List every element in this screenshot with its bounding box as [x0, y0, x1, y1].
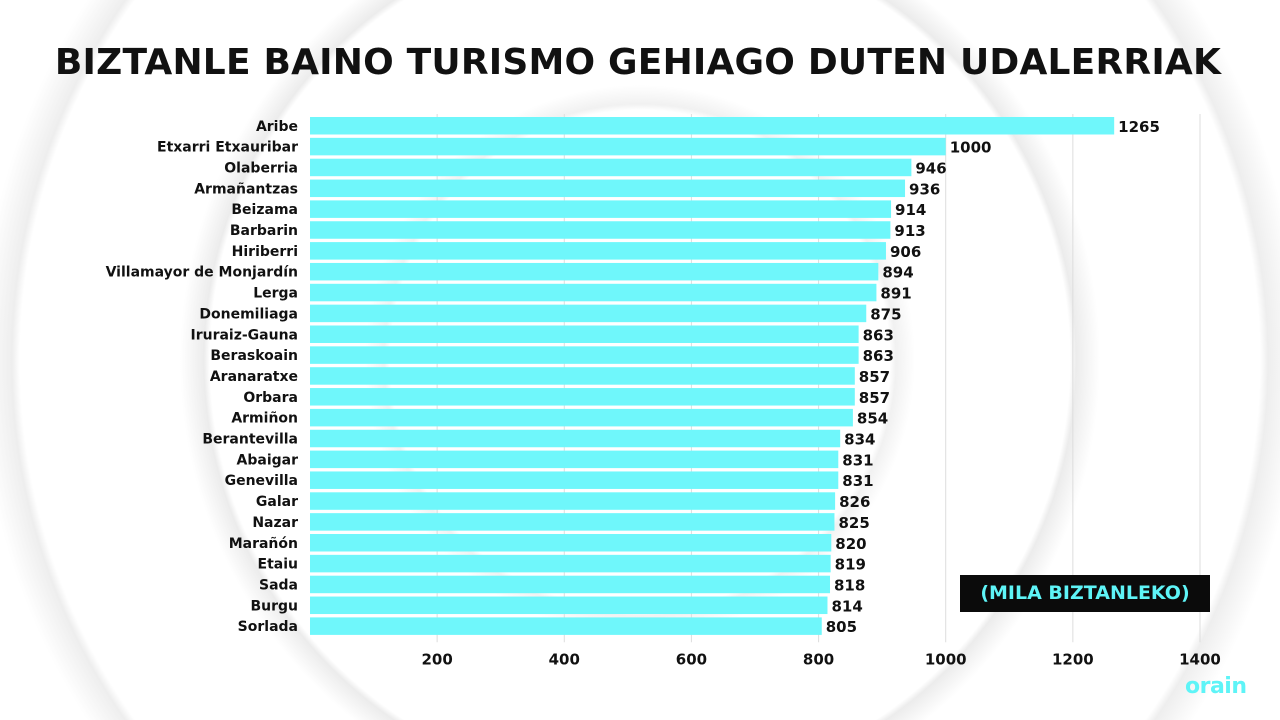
data-label: 820: [835, 535, 866, 553]
category-label: Berantevilla: [202, 432, 298, 448]
units-note: (MILA BIZTANLEKO): [960, 575, 1210, 612]
bar: [310, 200, 892, 218]
x-tick-label: 1200: [1052, 650, 1094, 668]
category-label: Hiriberri: [232, 244, 298, 260]
data-label: 857: [859, 368, 890, 386]
data-label: 857: [859, 389, 890, 407]
category-label: Lerga: [253, 286, 298, 302]
category-label: Sorlada: [238, 619, 298, 635]
category-label: Orbara: [243, 390, 298, 406]
bars: [310, 117, 1115, 635]
bar: [310, 408, 853, 427]
data-label: 805: [826, 618, 857, 636]
category-labels: Aribe Etxarri Etxauribar Olaberria Armañant…: [106, 119, 298, 635]
data-label: 826: [839, 493, 870, 511]
bar: [310, 429, 841, 448]
bar: [310, 534, 832, 552]
x-tick-label: 600: [676, 650, 707, 668]
category-label: Abaigar: [237, 452, 299, 468]
bar: [310, 492, 836, 510]
category-label: Sada: [259, 577, 298, 593]
bar: [310, 117, 1115, 135]
data-label: 863: [863, 326, 894, 344]
x-axis-ticks: 200 400 600 800 1000 1200 1400: [421, 650, 1220, 668]
data-label: 818: [834, 576, 865, 594]
category-label: Genevilla: [225, 473, 298, 489]
data-label: 894: [882, 264, 913, 282]
data-label: 831: [842, 451, 873, 469]
data-label: 1265: [1118, 118, 1160, 136]
category-label: Nazar: [252, 515, 298, 531]
bar: [310, 325, 859, 343]
bar: [310, 346, 859, 364]
bar: [310, 242, 886, 260]
data-label: 936: [909, 180, 940, 198]
bar: [310, 471, 839, 489]
category-label: Marañón: [229, 536, 298, 552]
bar: [310, 450, 839, 469]
category-label: Burgu: [250, 598, 298, 614]
data-label: 814: [831, 597, 862, 615]
category-label: Villamayor de Monjardín: [106, 265, 298, 281]
bar: [310, 304, 867, 323]
category-label: Etxarri Etxauribar: [157, 140, 298, 156]
data-label: 875: [870, 305, 901, 323]
chart-title: BIZTANLE BAINO TURISMO GEHIAGO DUTEN UDA…: [54, 42, 1222, 83]
bar: [310, 388, 855, 406]
data-label: 863: [863, 347, 894, 365]
data-label: 891: [880, 285, 911, 303]
category-label: Armañantzas: [194, 181, 298, 197]
category-label: Olaberria: [224, 160, 298, 176]
data-label: 831: [842, 472, 873, 490]
category-label: Beizama: [231, 202, 298, 218]
bar: [310, 283, 877, 302]
bar: [310, 513, 835, 531]
x-tick-label: 1400: [1179, 650, 1221, 668]
bar: [310, 262, 879, 281]
data-label: 819: [835, 556, 866, 574]
category-label: Etaiu: [258, 557, 298, 573]
x-tick-label: 800: [803, 650, 834, 668]
category-label: Aranaratxe: [210, 369, 298, 385]
category-label: Barbarin: [230, 223, 298, 239]
data-label: 1000: [950, 139, 992, 157]
data-label: 906: [890, 243, 921, 261]
x-tick-label: 400: [549, 650, 580, 668]
bar: [310, 137, 946, 156]
bar: [310, 575, 831, 594]
data-label: 914: [895, 201, 926, 219]
bar: [310, 617, 822, 635]
bar: [310, 554, 831, 573]
bar: [310, 179, 906, 198]
orain-logo: orain: [1185, 674, 1247, 699]
category-label: Donemiliaga: [199, 306, 298, 322]
x-tick-label: 1000: [925, 650, 967, 668]
bar: [310, 367, 855, 385]
category-label: Armiñon: [231, 411, 298, 427]
category-label: Galar: [256, 494, 298, 510]
bar: [310, 158, 912, 177]
data-label: 825: [838, 514, 869, 532]
data-label: 854: [857, 410, 888, 428]
data-label: 913: [894, 222, 925, 240]
category-label: Aribe: [256, 119, 298, 135]
bar: [310, 596, 828, 615]
data-label: 834: [844, 431, 875, 449]
category-label: Beraskoain: [210, 348, 298, 364]
category-label: Iruraiz-Gauna: [190, 327, 298, 343]
x-tick-label: 200: [421, 650, 452, 668]
bar: [310, 221, 891, 239]
data-label: 946: [915, 159, 946, 177]
